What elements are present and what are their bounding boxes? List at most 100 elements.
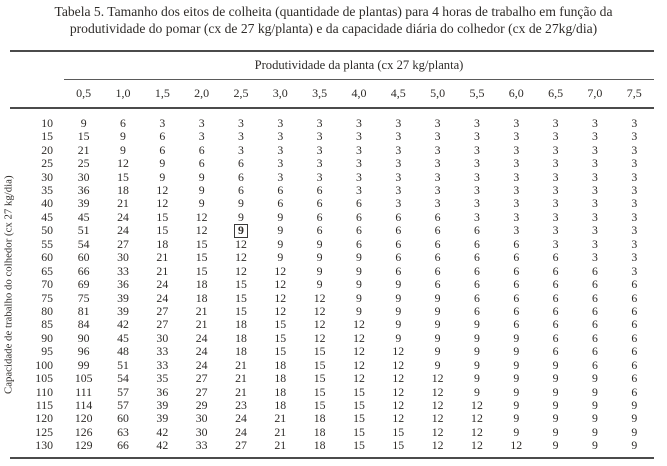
table-row: 125 126 63 42 30 24 21 18 15 15 12 12 9 9 9 9 (10, 424, 654, 439)
table-cell: 69 (77, 277, 90, 292)
table-cell: 6 (356, 196, 362, 211)
table-cell: 3 (473, 129, 480, 144)
table-cell: 3 (552, 116, 559, 130)
table-cell: 3 (434, 129, 441, 144)
table-cell: 6 (473, 223, 480, 238)
table-cell: 15 (235, 277, 247, 292)
table-cell: 6 (631, 304, 638, 319)
table-cell: 30 (195, 424, 208, 439)
table-cell: 12 (471, 411, 483, 426)
table-cell: 30 (117, 250, 129, 265)
table-cell: 21 (117, 196, 129, 211)
table-cell: 9 (277, 250, 284, 265)
table-cell: 15 (274, 344, 287, 359)
table-cell: 99 (77, 357, 90, 372)
table-cell: 15 (274, 330, 287, 345)
row-label: 70 (41, 277, 53, 292)
table-cell: 3 (395, 129, 402, 144)
table-cell: 6 (395, 237, 402, 252)
table-cell: 6 (434, 209, 441, 224)
table-cell: 3 (513, 223, 520, 238)
table-cell: 12 (471, 397, 483, 412)
table-cell: 6 (631, 330, 638, 345)
table-cell: 3 (631, 196, 638, 211)
table-cell: 24 (235, 411, 247, 426)
table-cell: 6 (591, 277, 598, 292)
table-cell: 6 (316, 183, 323, 198)
table-cell: 15 (392, 424, 405, 439)
table-cell: 3 (238, 142, 244, 157)
table-row: 110 111 57 36 27 21 18 15 15 12 12 9 9 9 9 6 (10, 384, 654, 399)
table-cell: 18 (235, 344, 247, 359)
table-cell: 3 (513, 156, 520, 171)
table-cell: 24 (156, 277, 169, 292)
table-cell: 9 (552, 411, 559, 426)
table-cell: 39 (117, 304, 129, 319)
table-cell: 3 (277, 169, 284, 184)
table-cell: 6 (395, 223, 402, 238)
table-cell: 18 (235, 330, 247, 345)
table-cell: 39 (156, 411, 169, 426)
table-cell: 42 (156, 438, 169, 453)
row-label: 115 (35, 397, 53, 412)
table-cell: 3 (473, 183, 480, 198)
table-cell: 3 (356, 142, 362, 157)
table-cell: 23 (235, 397, 247, 412)
table-cell: 9 (316, 277, 323, 292)
highlighted-cell-box: 9 (233, 224, 249, 239)
table-cell: 57 (117, 384, 129, 399)
table-cell: 3 (395, 116, 402, 130)
column-header: 7,0 (575, 79, 615, 109)
table-cell: 9 (631, 438, 638, 453)
table-cell: 3 (513, 129, 520, 144)
table-cell: 9 (631, 397, 638, 412)
table-cell: 27 (156, 304, 169, 319)
table-cell: 39 (77, 196, 90, 211)
row-label: 100 (35, 357, 53, 372)
table-cell: 6 (552, 277, 559, 292)
table-cell: 6 (631, 344, 638, 359)
table-cell: 12 (431, 411, 444, 426)
row-label: 55 (41, 237, 53, 252)
table-cell: 9 (513, 384, 520, 399)
table-cell: 15 (195, 250, 208, 265)
table-cell: 63 (117, 424, 129, 439)
column-header: 2,5 (221, 79, 261, 109)
table-cell: 15 (353, 384, 365, 399)
table-cell: 6 (356, 237, 362, 252)
table-cell: 12 (431, 384, 444, 399)
table-cell: 45 (77, 209, 90, 224)
table-cell: 129 (74, 438, 93, 453)
table-cell: 9 (591, 397, 598, 412)
table-cell: 15 (353, 397, 365, 412)
table-cell: 9 (356, 290, 362, 305)
table-cell: 12 (313, 330, 326, 345)
table-cell: 21 (274, 424, 287, 439)
table-cell: 12 (392, 397, 405, 412)
column-header: 5,0 (417, 79, 458, 109)
table-cell: 9 (552, 357, 559, 372)
table-cell: 3 (434, 183, 441, 198)
row-label: 85 (41, 317, 53, 332)
table-cell: 3 (591, 237, 598, 252)
table-cell: 3 (513, 196, 520, 211)
table-cell: 9 (198, 183, 205, 198)
row-label: 95 (41, 344, 53, 359)
table-cell: 6 (473, 250, 480, 265)
table-cell: 3 (316, 169, 323, 184)
table-cell: 6 (552, 344, 559, 359)
table-cell: 27 (195, 384, 208, 399)
table-cell: 6 (434, 263, 441, 278)
table-cell: 3 (277, 142, 284, 157)
table-cell: 6 (631, 277, 638, 292)
table-cell: 3 (395, 169, 402, 184)
table-cell: 3 (552, 237, 559, 252)
table-cell: 6 (631, 357, 638, 372)
table-cell: 12 (235, 237, 247, 252)
row-label: 125 (35, 424, 53, 439)
table-cell: 36 (117, 277, 129, 292)
table-cell: 6 (356, 209, 362, 224)
table-cell: 6 (552, 290, 559, 305)
table-cell: 111 (75, 384, 93, 399)
table-cell: 9 (513, 424, 520, 439)
